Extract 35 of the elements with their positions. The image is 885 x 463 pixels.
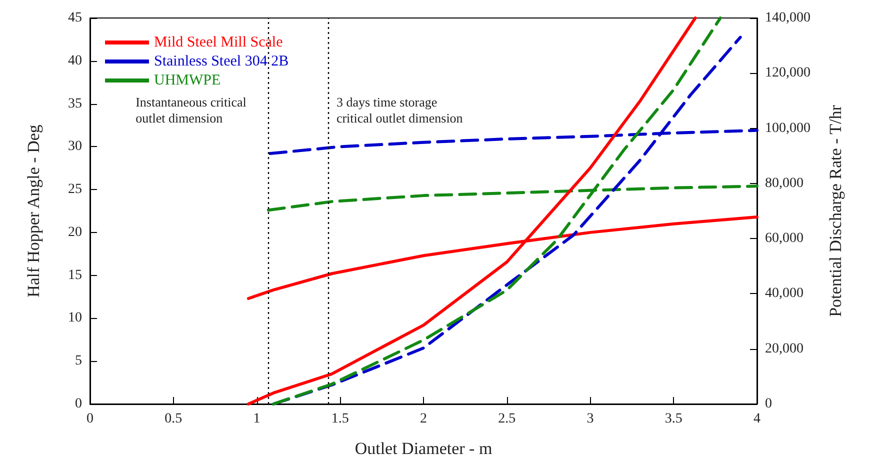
y-tick-label: 40 — [68, 53, 82, 68]
x-tick-label: 1 — [253, 412, 260, 426]
y-tick-label: 25 — [68, 182, 82, 198]
y-tick-label: 5 — [75, 354, 82, 369]
y2-tick-label: 100,000 — [765, 120, 810, 136]
y2-tick-label: 60,000 — [765, 231, 804, 246]
y-tick-label: 35 — [68, 96, 82, 112]
y-tick-label: 30 — [68, 139, 82, 154]
y2-tick-label: 20,000 — [765, 341, 804, 356]
x-tick-label: 3.5 — [664, 412, 682, 426]
x-tick-label: 2 — [420, 412, 427, 426]
y-tick-label: 0 — [75, 396, 82, 412]
x-axis-title: Outlet Diameter - m — [354, 439, 492, 458]
legend-label: UHMWPE — [154, 72, 221, 88]
y2-tick-label: 120,000 — [765, 66, 810, 81]
x-tick-label: 3 — [586, 412, 594, 426]
y-tick-label: 20 — [68, 224, 82, 240]
y-tick-label: 15 — [68, 268, 82, 283]
y-axis-title: Half Hopper Angle - Deg — [24, 124, 43, 298]
y2-tick-label: 140,000 — [765, 10, 810, 26]
y2-tick-label: 80,000 — [765, 176, 804, 191]
y-tick-label: 45 — [68, 10, 82, 26]
x-tick-label: 2.5 — [498, 412, 516, 426]
y-tick-label: 10 — [68, 310, 82, 326]
ref-line-label: Instantaneous critical outlet dimension — [136, 94, 247, 126]
y2-axis-title: Potential Discharge Rate - T/hr — [826, 104, 845, 317]
x-tick-label: 1.5 — [331, 412, 349, 426]
x-tick-label: 4 — [754, 412, 760, 426]
x-tick-label: 0 — [86, 412, 94, 426]
x-tick-label: 0.5 — [164, 412, 182, 426]
y2-tick-label: 0 — [765, 396, 772, 412]
y2-tick-label: 40,000 — [765, 286, 804, 302]
legend-label: Mild Steel Mill Scale — [154, 34, 284, 50]
legend-label: Stainless Steel 304 2B — [154, 54, 289, 70]
ref-line-label: 3 days time storage critical outlet dimension — [336, 94, 464, 126]
